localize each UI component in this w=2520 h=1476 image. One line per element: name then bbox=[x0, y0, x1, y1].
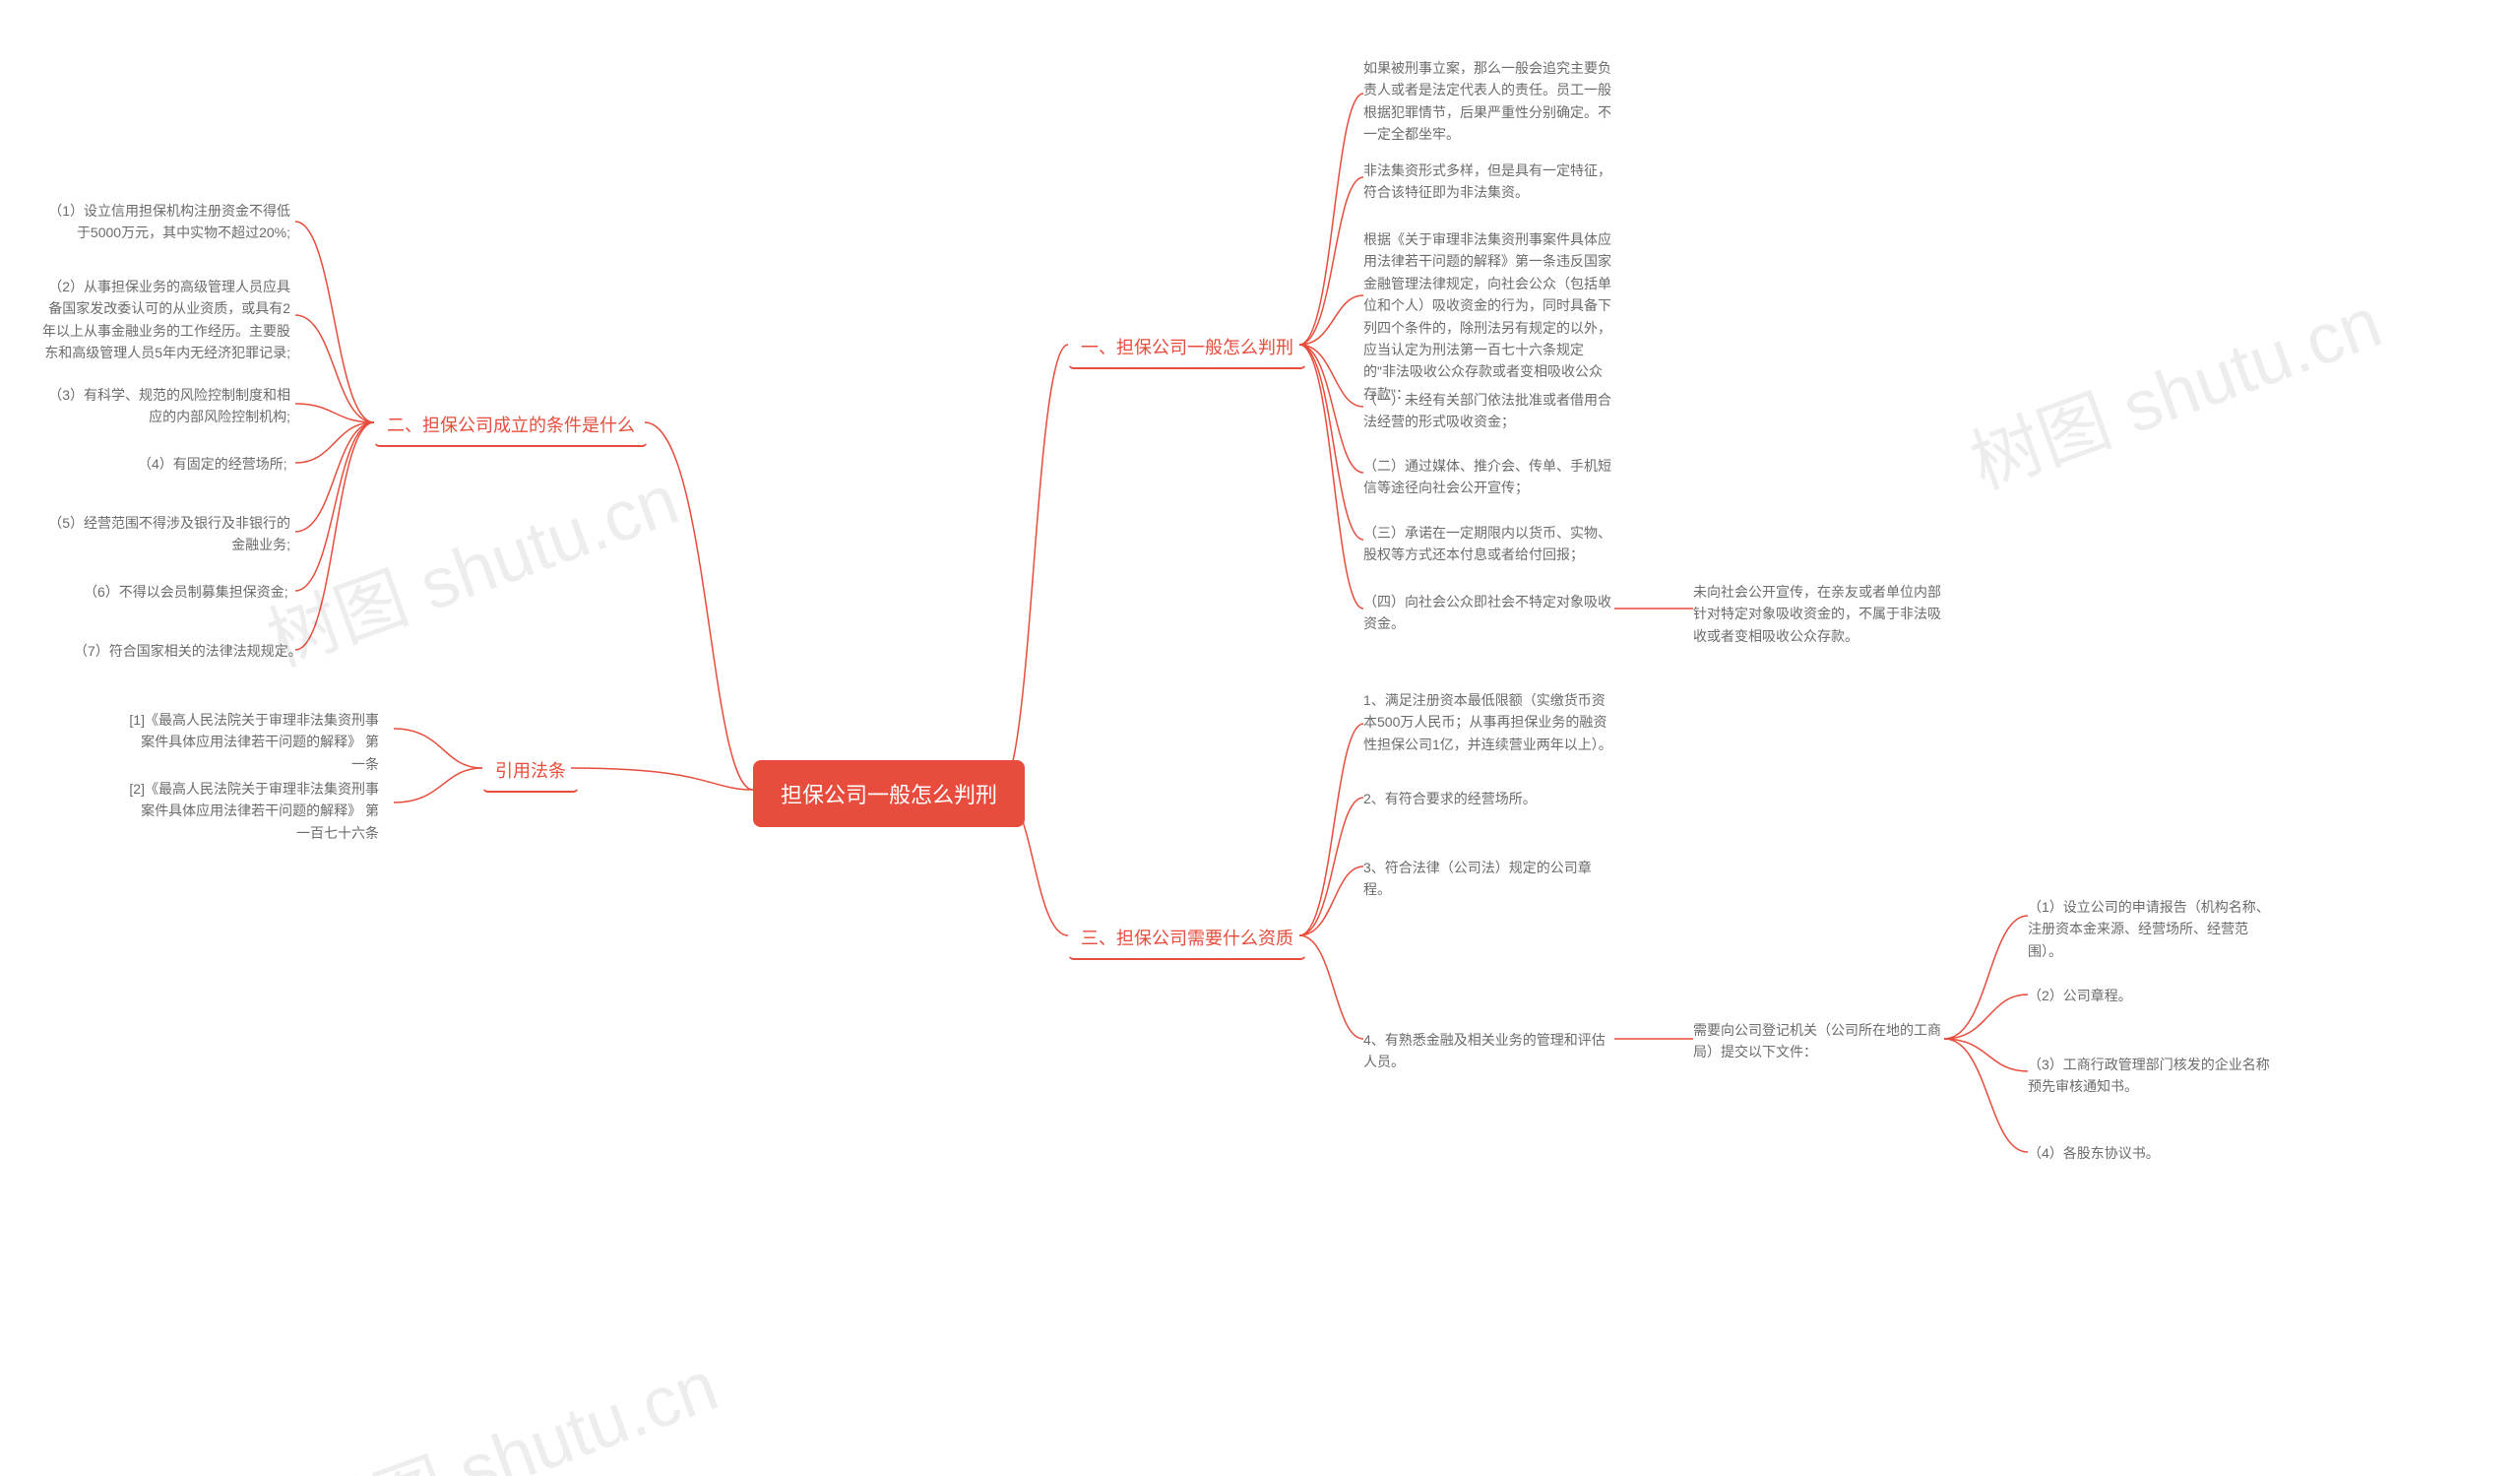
leaf-node: （一）未经有关部门依法批准或者借用合法经营的形式吸收资金； bbox=[1363, 389, 1614, 433]
leaf-node: （1）设立公司的申请报告（机构名称、注册资本金来源、经营场所、经营范围）。 bbox=[2028, 896, 2279, 962]
leaf-node: （4）有固定的经营场所; bbox=[138, 453, 287, 475]
leaf-node: （三）承诺在一定期限内以货币、实物、股权等方式还本付息或者给付回报； bbox=[1363, 522, 1614, 566]
root-node: 担保公司一般怎么判刑 bbox=[753, 760, 1025, 827]
branch-node-r1: 一、担保公司一般怎么判刑 bbox=[1068, 325, 1306, 369]
leaf-node: （5）经营范围不得涉及银行及非银行的金融业务; bbox=[39, 512, 290, 556]
leaf-node: 如果被刑事立案，那么一般会追究主要负责人或者是法定代表人的责任。员工一般根据犯罪… bbox=[1363, 57, 1614, 146]
leaf-node: [2]《最高人民法院关于审理非法集资刑事案件具体应用法律若干问题的解释》 第一百… bbox=[128, 778, 379, 844]
leaf-node: （7）符合国家相关的法律法规规定。 bbox=[74, 640, 302, 662]
leaf-node: 需要向公司登记机关（公司所在地的工商局）提交以下文件： bbox=[1693, 1019, 1944, 1063]
leaf-node: 非法集资形式多样，但是具有一定特征，符合该特征即为非法集资。 bbox=[1363, 160, 1614, 204]
watermark: 树图 shutu.cn bbox=[251, 442, 690, 686]
leaf-node: 3、符合法律（公司法）规定的公司章程。 bbox=[1363, 857, 1614, 901]
leaf-node: （1）设立信用担保机构注册资金不得低于5000万元，其中实物不超过20%; bbox=[39, 200, 290, 244]
branch-node-r3: 三、担保公司需要什么资质 bbox=[1068, 916, 1306, 960]
leaf-node: （四）向社会公众即社会不特定对象吸收资金。 bbox=[1363, 591, 1614, 635]
watermark: 树图 shutu.cn bbox=[1954, 265, 2393, 509]
leaf-node: 根据《关于审理非法集资刑事案件具体应用法律若干问题的解释》第一条违反国家金融管理… bbox=[1363, 228, 1614, 405]
leaf-node: 4、有熟悉金融及相关业务的管理和评估人员。 bbox=[1363, 1029, 1614, 1073]
leaf-node: （2）公司章程。 bbox=[2028, 985, 2132, 1006]
leaf-node: [1]《最高人民法院关于审理非法集资刑事案件具体应用法律若干问题的解释》 第一条 bbox=[128, 709, 379, 775]
watermark: 树图 shutu.cn bbox=[290, 1328, 729, 1476]
leaf-node: （6）不得以会员制募集担保资金; bbox=[84, 581, 288, 603]
branch-node-l2: 二、担保公司成立的条件是什么 bbox=[374, 403, 648, 447]
leaf-node: 2、有符合要求的经营场所。 bbox=[1363, 788, 1537, 809]
leaf-node: （3）有科学、规范的风险控制制度和相应的内部风险控制机构; bbox=[39, 384, 290, 428]
leaf-node: 1、满足注册资本最低限额（实缴货币资本500万人民币；从事再担保业务的融资性担保… bbox=[1363, 689, 1614, 755]
leaf-node: 未向社会公开宣传，在亲友或者单位内部针对特定对象吸收资金的，不属于非法吸收或者变… bbox=[1693, 581, 1944, 647]
leaf-node: （3）工商行政管理部门核发的企业名称预先审核通知书。 bbox=[2028, 1054, 2279, 1098]
branch-node-refs: 引用法条 bbox=[482, 748, 579, 793]
leaf-node: （二）通过媒体、推介会、传单、手机短信等途径向社会公开宣传； bbox=[1363, 455, 1614, 499]
leaf-node: （4）各股东协议书。 bbox=[2028, 1142, 2160, 1164]
leaf-node: （2）从事担保业务的高级管理人员应具备国家发改委认可的从业资质，或具有2年以上从… bbox=[39, 276, 290, 364]
